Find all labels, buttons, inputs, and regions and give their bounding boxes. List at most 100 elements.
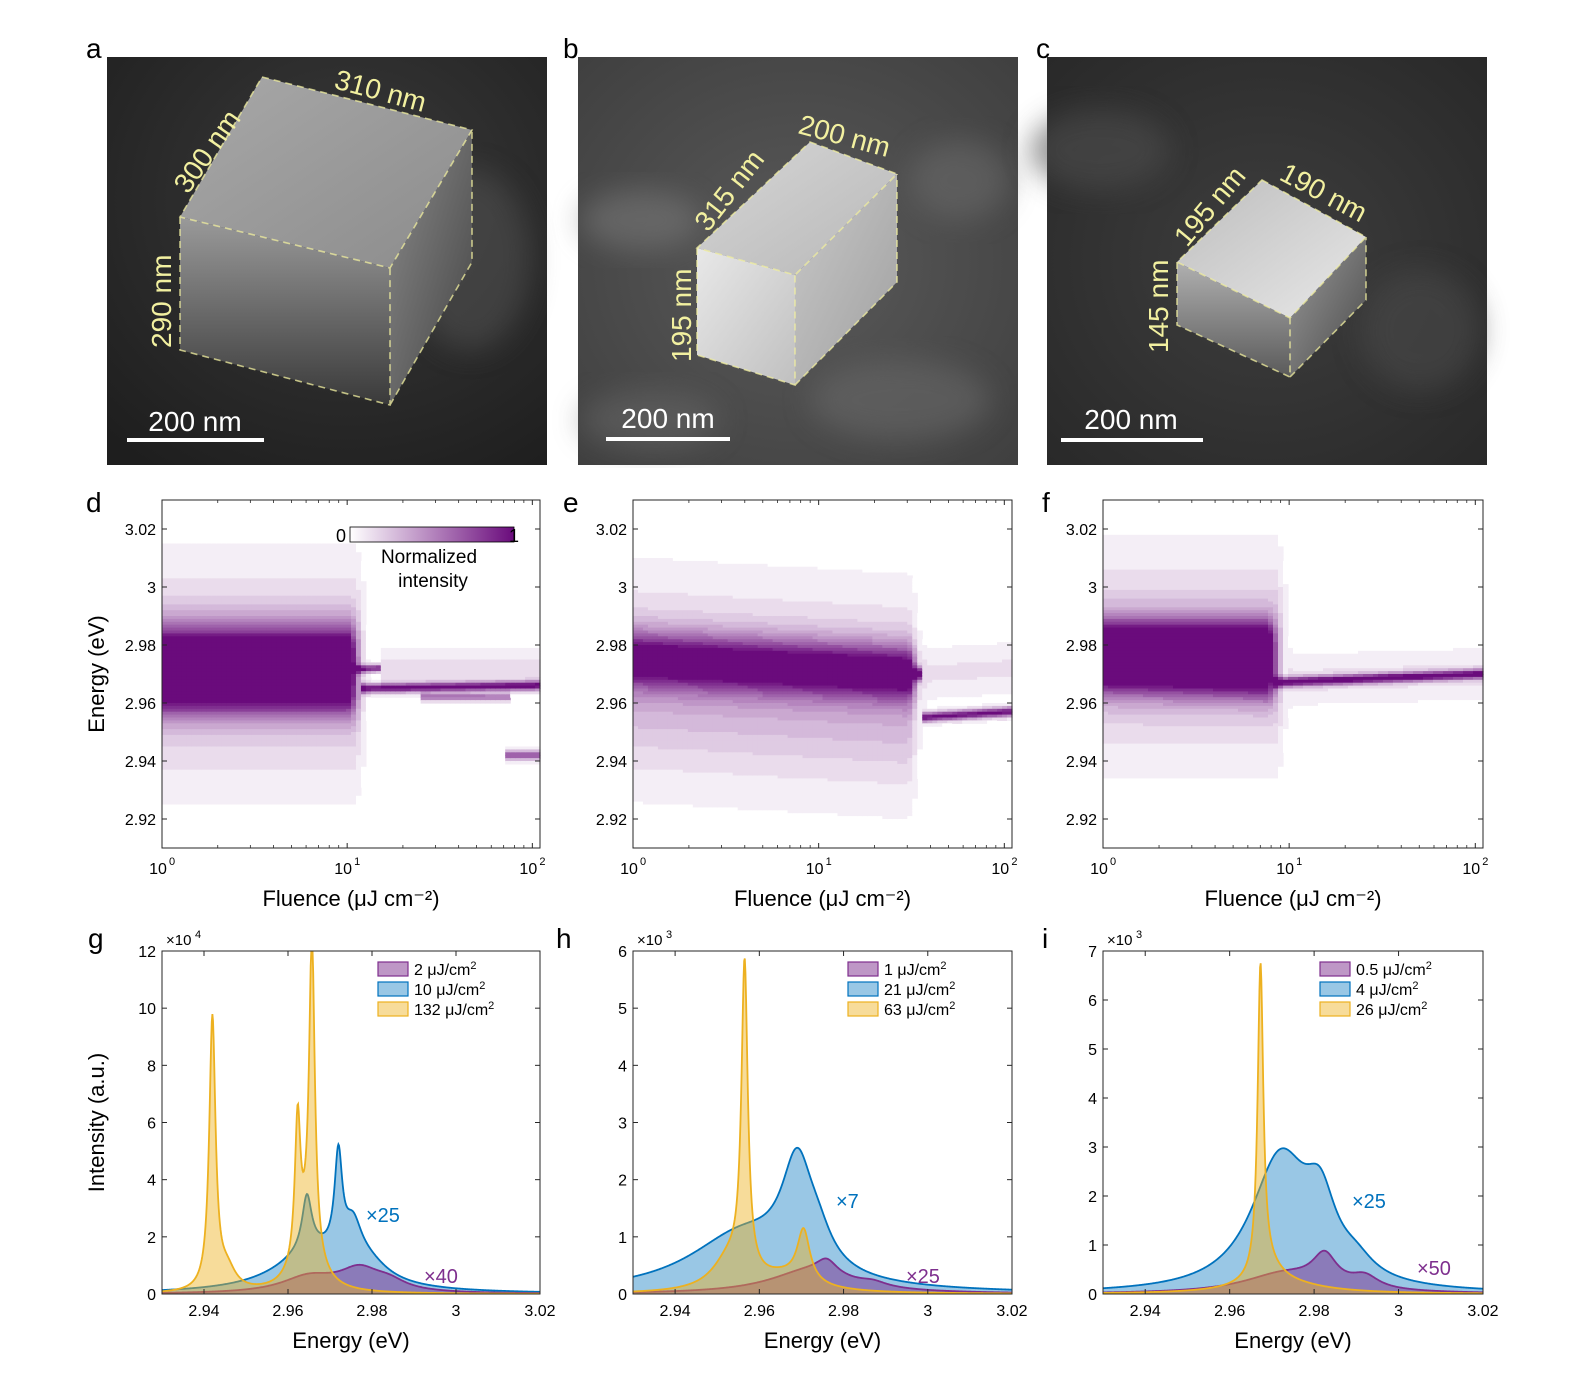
heatmap-cell [191, 566, 198, 571]
heatmap-cell [171, 705, 178, 710]
heatmap-cell [191, 691, 198, 695]
heatmap-cell [226, 653, 233, 658]
heatmap-cell [166, 772, 173, 777]
heatmap-cell [221, 531, 228, 536]
heatmap-cell [176, 816, 183, 820]
heatmap-cell [171, 650, 178, 655]
heatmap-cell [246, 714, 253, 719]
heatmap-cell [241, 749, 248, 753]
heatmap-cell [206, 717, 213, 721]
heatmap-cell [186, 784, 193, 788]
heatmap-cell [291, 819, 297, 823]
heatmap-cell [216, 546, 223, 550]
heatmap-cell [241, 766, 248, 771]
heatmap-cell [226, 705, 233, 710]
heatmap-cell [256, 665, 263, 669]
heatmap-cell [261, 639, 268, 643]
heatmap-cell [246, 642, 253, 646]
heatmap-cell [331, 819, 337, 823]
heatmap-cell [236, 784, 243, 788]
heatmap-cell [226, 575, 233, 579]
heatmap-cell [206, 746, 213, 750]
heatmap-cell [186, 732, 193, 736]
heatmap-cell [196, 772, 203, 777]
heatmap-cell [231, 804, 238, 808]
heatmap-cell [216, 766, 223, 771]
heatmap-cell [166, 630, 173, 634]
heatmap-cell [186, 749, 193, 753]
heatmap-cell [226, 755, 233, 759]
heatmap-cell [171, 752, 178, 756]
heatmap-cell [251, 578, 258, 582]
heatmap-cell [261, 697, 268, 701]
heatmap-cell [251, 624, 258, 629]
heatmap-cell [231, 787, 238, 791]
heatmap-cell [365, 717, 372, 721]
heatmap-cell [206, 529, 213, 533]
heatmap-cell [166, 645, 173, 649]
heatmap-cell [181, 627, 188, 632]
heatmap-cell [196, 755, 203, 759]
heatmap-cell [191, 784, 198, 788]
heatmap-cell [236, 671, 243, 675]
heatmap-cell [196, 645, 203, 649]
heatmap-cell [191, 549, 198, 553]
heatmap-cell [176, 734, 183, 739]
heatmap-cell [256, 613, 263, 617]
heatmap-cell [226, 720, 233, 724]
heatmap-cell [226, 729, 233, 733]
heatmap-cell [201, 787, 208, 791]
x-tick-label-exp: 0 [169, 856, 175, 868]
heatmap-cell [216, 807, 223, 811]
y-tick-label: 2.98 [125, 638, 156, 655]
heatmap-cell [196, 688, 203, 692]
heatmap-cell [440, 700, 447, 704]
heatmap-cell [186, 578, 193, 582]
heatmap-cell [162, 746, 168, 750]
heatmap-cell [241, 769, 248, 774]
heatmap-cell [231, 732, 238, 736]
heatmap-cell [246, 726, 253, 730]
heatmap-cell [166, 749, 173, 753]
heatmap-cell [231, 650, 238, 655]
heatmap-cell [221, 697, 228, 701]
heatmap-cell [171, 717, 178, 721]
heatmap-cell [162, 717, 168, 721]
heatmap-cell [236, 769, 243, 774]
heatmap-cell [241, 636, 248, 640]
heatmap-cell [166, 575, 173, 579]
heatmap-cell [201, 740, 208, 745]
heatmap-cell [251, 572, 258, 576]
heatmap-cell [206, 546, 213, 550]
heatmap-cell [211, 598, 218, 603]
heatmap-cell [231, 616, 238, 620]
heatmap-cell [186, 642, 193, 646]
heatmap-cell [176, 787, 183, 791]
heatmap-cell [216, 714, 223, 719]
heatmap-cell [186, 682, 193, 687]
heatmap-cell [226, 604, 233, 608]
heatmap-cell [166, 610, 173, 614]
heatmap-cell [226, 816, 233, 820]
heatmap-cell [181, 595, 188, 600]
heatmap-cell [191, 540, 198, 545]
heatmap-cell [251, 674, 258, 678]
heatmap-cell [236, 761, 243, 765]
heatmap-cell [251, 781, 258, 785]
heatmap-cell [201, 772, 208, 777]
heatmap-cell [246, 537, 253, 542]
heatmap-cell [211, 601, 218, 605]
heatmap-cell [186, 569, 193, 574]
heatmap-cell [231, 642, 238, 646]
heatmap-cell [221, 801, 228, 806]
heatmap-cell [206, 566, 213, 571]
heatmap-cell [171, 732, 178, 736]
heatmap-cell [196, 714, 203, 719]
heatmap-cell [246, 581, 253, 585]
heatmap-cell [181, 755, 188, 759]
heatmap-cell [166, 566, 173, 571]
x-tick-label-exp: 1 [354, 856, 360, 868]
heatmap-cell [236, 772, 243, 777]
heatmap-cell [181, 601, 188, 605]
heatmap-cell [186, 700, 193, 704]
